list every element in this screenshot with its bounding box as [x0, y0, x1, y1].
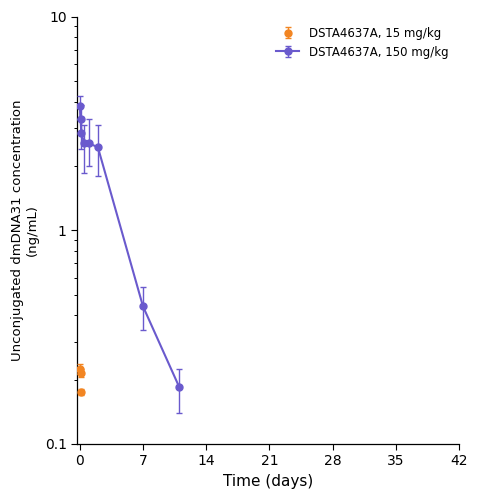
Legend: DSTA4637A, 15 mg/kg, DSTA4637A, 150 mg/kg: DSTA4637A, 15 mg/kg, DSTA4637A, 150 mg/k… [271, 22, 453, 64]
Y-axis label: Unconjugated dmDNA31 concentration
(ng/mL): Unconjugated dmDNA31 concentration (ng/m… [11, 100, 39, 361]
X-axis label: Time (days): Time (days) [223, 474, 313, 489]
